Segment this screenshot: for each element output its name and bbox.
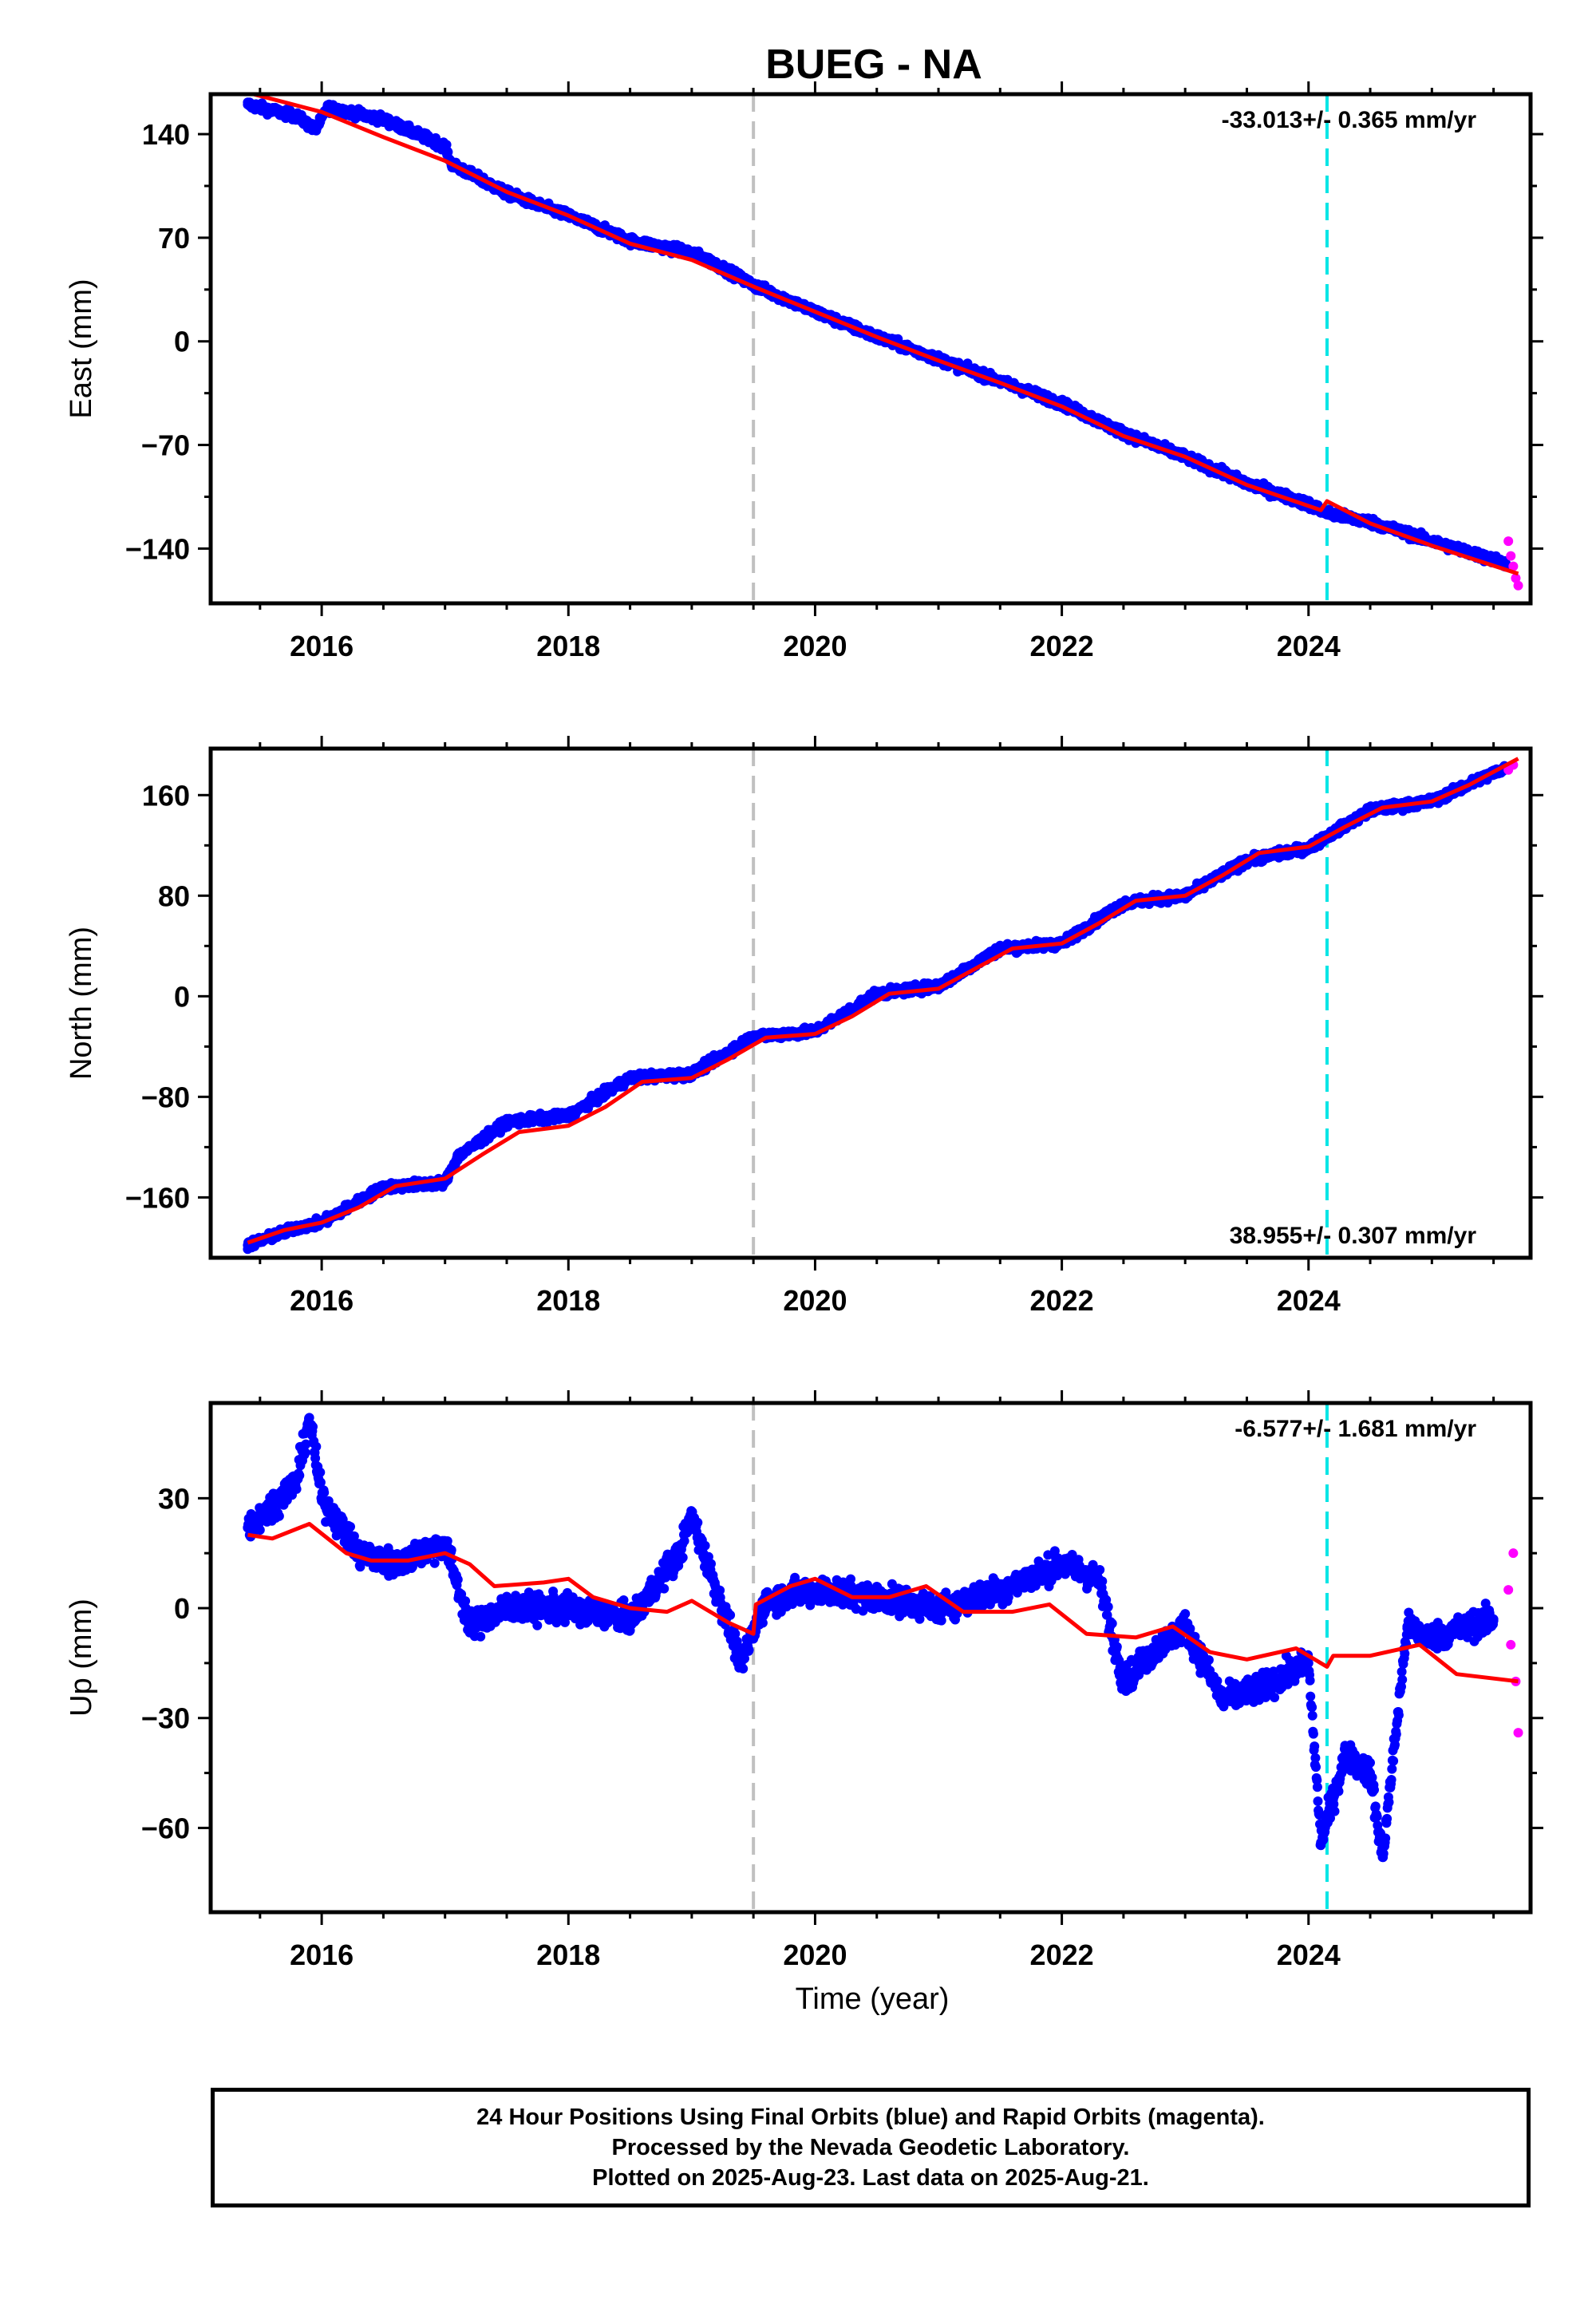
east-panel: 2016 2018 2020 2022 2024 140 70 0 −70 −140 East (m…	[65, 81, 1543, 662]
final-point	[322, 102, 333, 113]
chart-title: BUEG - NA	[765, 41, 982, 88]
rapid-point	[1511, 573, 1521, 583]
final-point	[310, 124, 321, 135]
velocity-annotation: -33.013+/- 0.365 mm/yr	[1222, 107, 1477, 133]
final-orbit-points	[243, 97, 1511, 572]
y-tick-label: −70	[141, 429, 190, 462]
final-point	[440, 140, 450, 151]
final-point	[292, 111, 302, 121]
x-tick-label: 2018	[536, 630, 600, 662]
y-tick-label: −140	[125, 532, 190, 565]
plot-area	[243, 749, 1519, 1258]
x-tick-label: 2016	[290, 630, 354, 662]
y-tick-label: 70	[158, 222, 190, 255]
rapid-point	[1508, 561, 1519, 571]
y-tick-label: 0	[174, 326, 190, 358]
rapid-point	[1506, 551, 1516, 561]
y-axis-label: East (mm)	[65, 279, 98, 418]
x-tick-label: 2022	[1030, 630, 1094, 662]
final-point	[686, 247, 697, 258]
final-point	[1501, 558, 1511, 568]
model-line	[247, 94, 1519, 576]
plot-area	[243, 94, 1523, 603]
x-tick-label: 2020	[783, 630, 847, 662]
final-point	[1321, 508, 1332, 518]
final-point	[243, 99, 253, 109]
rapid-point	[1503, 536, 1514, 547]
y-tick-label: 140	[142, 118, 190, 151]
rapid-point	[1513, 580, 1523, 591]
final-point	[378, 114, 389, 124]
plot-frame	[208, 92, 1533, 606]
final-point	[711, 259, 721, 270]
x-tick-label: 2024	[1277, 630, 1341, 662]
